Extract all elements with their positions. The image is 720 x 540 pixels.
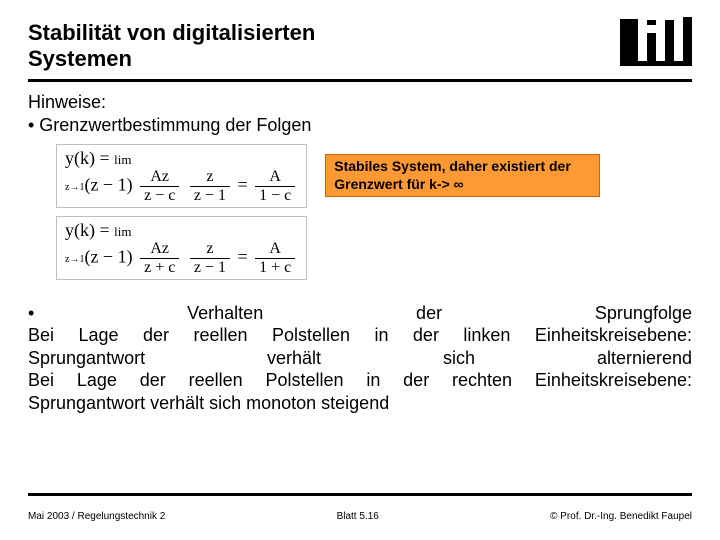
slide-title: Stabilität von digitalisierten Systemen	[28, 20, 388, 73]
footer: Mai 2003 / Regelungstechnik 2 Blatt 5.16…	[28, 511, 692, 522]
header-rule	[28, 79, 692, 82]
htw-logo	[620, 20, 692, 66]
footer-left: Mai 2003 / Regelungstechnik 2	[28, 511, 165, 522]
equation-2: y(k) = limz→1(z − 1) Azz + c zz − 1 = A1…	[56, 216, 307, 280]
footer-rule	[28, 493, 692, 496]
bullet-grenzwert: • Grenzwertbestimmung der Folgen	[28, 115, 692, 136]
equation-1: y(k) = limz→1(z − 1) Azz − c zz − 1 = A1…	[56, 144, 307, 208]
behavior-paragraph: • Verhalten der SprungfolgeBei Lage der …	[28, 302, 692, 415]
footer-center: Blatt 5.16	[337, 511, 379, 522]
stable-system-note: Stabiles System, daher existiert der Gre…	[325, 154, 600, 197]
hints-heading: Hinweise:	[28, 92, 692, 113]
footer-right: © Prof. Dr.-Ing. Benedikt Faupel	[550, 511, 692, 522]
